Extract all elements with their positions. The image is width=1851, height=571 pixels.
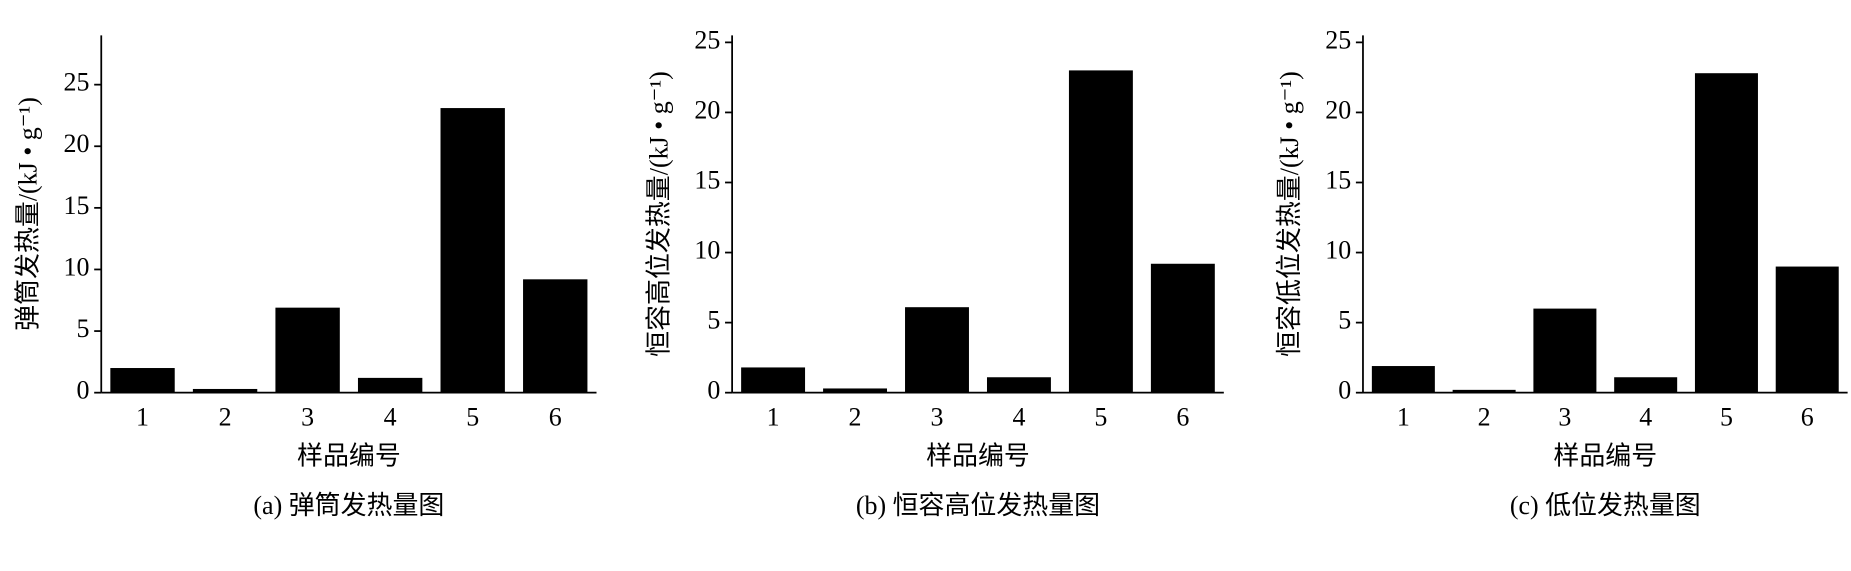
bar: [275, 307, 340, 393]
bar: [110, 368, 175, 393]
x-tick-label: 6: [1801, 403, 1814, 432]
y-tick-label: 10: [64, 252, 90, 281]
bar: [1614, 377, 1678, 393]
caption: (c) 低位发热量图: [1510, 491, 1701, 520]
bar: [192, 388, 258, 393]
x-tick-label: 3: [1558, 403, 1571, 432]
x-tick-label: 5: [466, 403, 479, 432]
x-tick-label: 6: [1176, 403, 1189, 432]
bar: [1452, 389, 1516, 393]
y-tick-label: 10: [694, 236, 720, 265]
x-tick-label: 2: [219, 403, 232, 432]
x-tick-label: 1: [136, 403, 149, 432]
y-tick-label: 25: [694, 25, 720, 54]
x-tick-label: 6: [549, 403, 562, 432]
y-tick-label: 25: [64, 68, 90, 97]
x-tick-label: 2: [1478, 403, 1491, 432]
x-tick-label: 4: [1012, 403, 1025, 432]
bar: [905, 307, 969, 393]
y-tick-label: 15: [64, 191, 90, 220]
y-tick-label: 0: [77, 376, 90, 405]
bar: [1150, 263, 1215, 393]
x-tick-label: 5: [1094, 403, 1107, 432]
x-tick-label: 2: [849, 403, 862, 432]
y-tick-label: 20: [64, 129, 90, 158]
x-tick-label: 1: [1397, 403, 1410, 432]
bar: [1694, 73, 1758, 393]
bar: [1775, 266, 1839, 393]
bar: [823, 388, 888, 393]
y-axis-label: 恒容高位发热量/(kJ • g⁻¹): [644, 71, 673, 357]
x-tick-label: 4: [384, 403, 397, 432]
x-axis-label: 样品编号: [297, 442, 401, 471]
bar: [357, 377, 423, 393]
y-tick-label: 15: [1325, 165, 1351, 194]
caption: (b) 恒容高位发热量图: [856, 491, 1100, 520]
bar: [1533, 308, 1597, 393]
caption: (a) 弹筒发热量图: [253, 491, 444, 520]
y-axis-label: 弹筒发热量/(kJ • g⁻¹): [13, 97, 42, 331]
y-tick-label: 15: [694, 165, 720, 194]
y-tick-label: 0: [707, 376, 720, 405]
y-tick-label: 5: [1338, 306, 1351, 335]
bar: [523, 279, 588, 393]
y-axis-label: 恒容低位发热量/(kJ • g⁻¹): [1275, 71, 1304, 357]
x-tick-label: 5: [1720, 403, 1733, 432]
bar: [1371, 366, 1435, 393]
x-tick-label: 1: [767, 403, 780, 432]
x-axis-label: 样品编号: [926, 442, 1030, 471]
bar: [741, 367, 806, 393]
y-tick-label: 20: [1325, 95, 1351, 124]
x-tick-label: 3: [301, 403, 314, 432]
y-tick-label: 5: [707, 306, 720, 335]
y-tick-label: 25: [1325, 25, 1351, 54]
x-tick-label: 4: [1639, 403, 1652, 432]
bar: [986, 377, 1051, 393]
y-tick-label: 10: [1325, 236, 1351, 265]
bar: [1068, 70, 1133, 393]
y-tick-label: 5: [77, 314, 90, 343]
bar: [440, 108, 505, 393]
x-tick-label: 3: [931, 403, 944, 432]
y-tick-label: 0: [1338, 376, 1351, 405]
x-axis-label: 样品编号: [1553, 442, 1657, 471]
y-tick-label: 20: [694, 95, 720, 124]
